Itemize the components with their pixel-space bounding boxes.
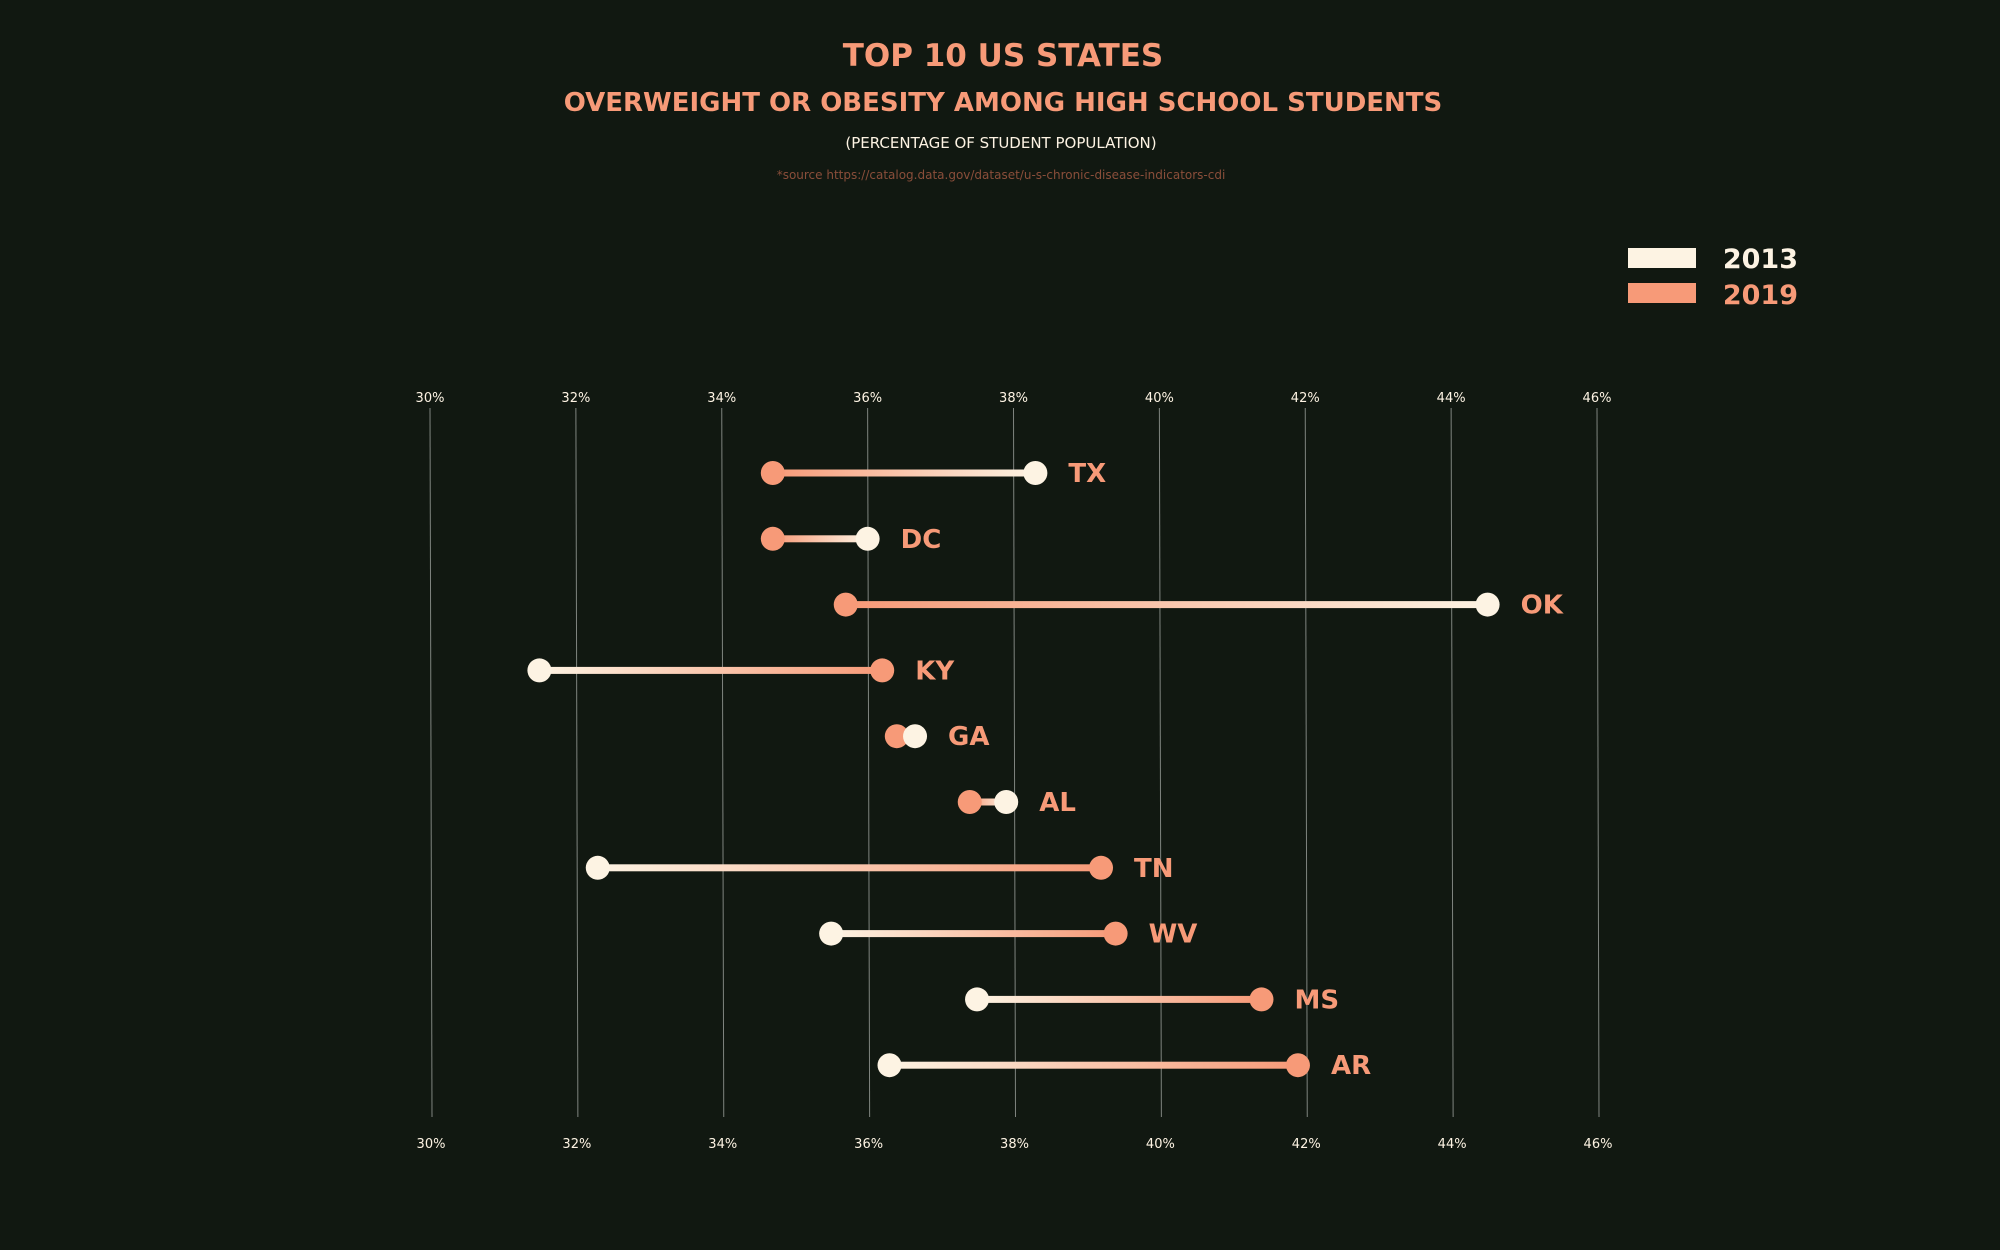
dumbbell-row-ms: MS xyxy=(965,985,1339,1015)
point-2019 xyxy=(870,658,895,683)
x-tick-label-bottom: 40% xyxy=(1146,1137,1175,1152)
x-tick-label-bottom: 38% xyxy=(1000,1137,1029,1152)
x-tick-label-top: 30% xyxy=(416,391,445,406)
point-2013 xyxy=(877,1053,902,1078)
point-2019 xyxy=(1089,855,1114,880)
unit-note: (PERCENTAGE OF STUDENT POPULATION) xyxy=(845,134,1156,152)
legend-label-2019: 2019 xyxy=(1723,280,1798,311)
x-tick-label-bottom: 42% xyxy=(1292,1137,1321,1152)
x-tick-label-bottom: 30% xyxy=(417,1137,446,1152)
point-2013 xyxy=(855,526,880,551)
state-label: OK xyxy=(1521,591,1564,621)
legend-swatch-2019 xyxy=(1628,283,1696,303)
gridline xyxy=(867,407,871,1118)
connector-line xyxy=(772,535,868,543)
connector-line xyxy=(889,1061,1298,1069)
x-tick-label-top: 40% xyxy=(1145,391,1174,406)
x-tick-label-top: 36% xyxy=(853,391,882,406)
chart-marks: TX DC OK KY GA AL TN WV MS AR xyxy=(527,459,1564,1081)
point-2013 xyxy=(1023,461,1048,485)
connector-line xyxy=(539,666,883,674)
gridline xyxy=(1304,407,1308,1118)
state-label: WV xyxy=(1149,920,1198,950)
legend: 2013 2019 xyxy=(1628,244,1798,311)
point-2013 xyxy=(965,987,990,1012)
point-2019 xyxy=(884,724,909,749)
x-tick-label-top: 32% xyxy=(561,391,590,406)
gridline xyxy=(721,407,725,1118)
gridline xyxy=(429,407,433,1118)
point-2019 xyxy=(760,461,785,485)
state-label: DC xyxy=(901,525,942,555)
connector-line xyxy=(597,864,1102,872)
connector-line xyxy=(772,469,1036,477)
legend-swatch-2013 xyxy=(1628,248,1696,268)
gridline xyxy=(1450,407,1454,1118)
grid xyxy=(429,407,1600,1118)
x-tick-label-bottom: 36% xyxy=(854,1137,883,1152)
point-2013 xyxy=(819,921,844,946)
x-tick-label-top: 42% xyxy=(1291,391,1320,406)
point-2013 xyxy=(585,855,610,880)
point-2013 xyxy=(903,724,928,749)
connector-line xyxy=(969,798,1007,806)
state-label: AL xyxy=(1039,788,1076,818)
dumbbell-row-dc: DC xyxy=(760,525,942,555)
dumbbell-row-wv: WV xyxy=(819,920,1197,950)
dumbbell-row-ky: KY xyxy=(527,656,955,686)
x-tick-label-bottom: 46% xyxy=(1584,1137,1613,1152)
x-tick-label-top: 44% xyxy=(1437,391,1466,406)
connector-line xyxy=(831,930,1116,938)
point-2013 xyxy=(527,658,552,683)
state-label: KY xyxy=(915,656,955,686)
x-tick-label-top: 34% xyxy=(707,391,736,406)
dumbbell-row-ar: AR xyxy=(877,1051,1371,1081)
x-tick-label-top: 38% xyxy=(999,391,1028,406)
point-2019 xyxy=(1285,1053,1310,1078)
chart-title: TOP 10 US STATES xyxy=(843,38,1164,74)
state-label: AR xyxy=(1331,1051,1371,1081)
point-2019 xyxy=(760,526,785,551)
state-label: TN xyxy=(1134,854,1174,884)
state-label: TX xyxy=(1068,459,1106,489)
point-2019 xyxy=(1103,921,1128,946)
gridline xyxy=(575,407,579,1118)
dumbbell-row-tn: TN xyxy=(585,854,1174,884)
legend-label-2013: 2013 xyxy=(1723,244,1798,275)
dumbbell-row-tx: TX xyxy=(760,459,1106,489)
dumbbell-row-al: AL xyxy=(957,788,1076,818)
dumbbell-row-ok: OK xyxy=(833,591,1564,621)
x-tick-label-top: 46% xyxy=(1583,391,1612,406)
gridline xyxy=(1158,407,1162,1118)
x-axis-bottom: 30% 32% 34% 36% 38% 40% 42% 44% 46% xyxy=(417,1137,1613,1152)
state-label: GA xyxy=(948,722,989,752)
point-2013 xyxy=(994,790,1019,814)
state-label: MS xyxy=(1294,985,1339,1015)
point-2019 xyxy=(833,592,858,617)
point-2019 xyxy=(957,790,982,814)
chart-subtitle: OVERWEIGHT OR OBESITY AMONG HIGH SCHOOL … xyxy=(564,88,1443,118)
x-axis-top: 30% 32% 34% 36% 38% 40% 42% 44% 46% xyxy=(416,391,1612,406)
connector-line xyxy=(845,601,1488,609)
source-note: *source https://catalog.data.gov/dataset… xyxy=(777,168,1226,182)
point-2013 xyxy=(1475,592,1500,617)
point-2019 xyxy=(1249,987,1274,1012)
x-tick-label-bottom: 32% xyxy=(562,1137,591,1152)
dumbbell-row-ga: GA xyxy=(884,722,990,752)
x-tick-label-bottom: 44% xyxy=(1438,1137,1467,1152)
gridline xyxy=(1596,407,1600,1118)
connector-line xyxy=(977,995,1262,1003)
gridline xyxy=(1013,407,1016,1118)
x-tick-label-bottom: 34% xyxy=(708,1137,737,1152)
